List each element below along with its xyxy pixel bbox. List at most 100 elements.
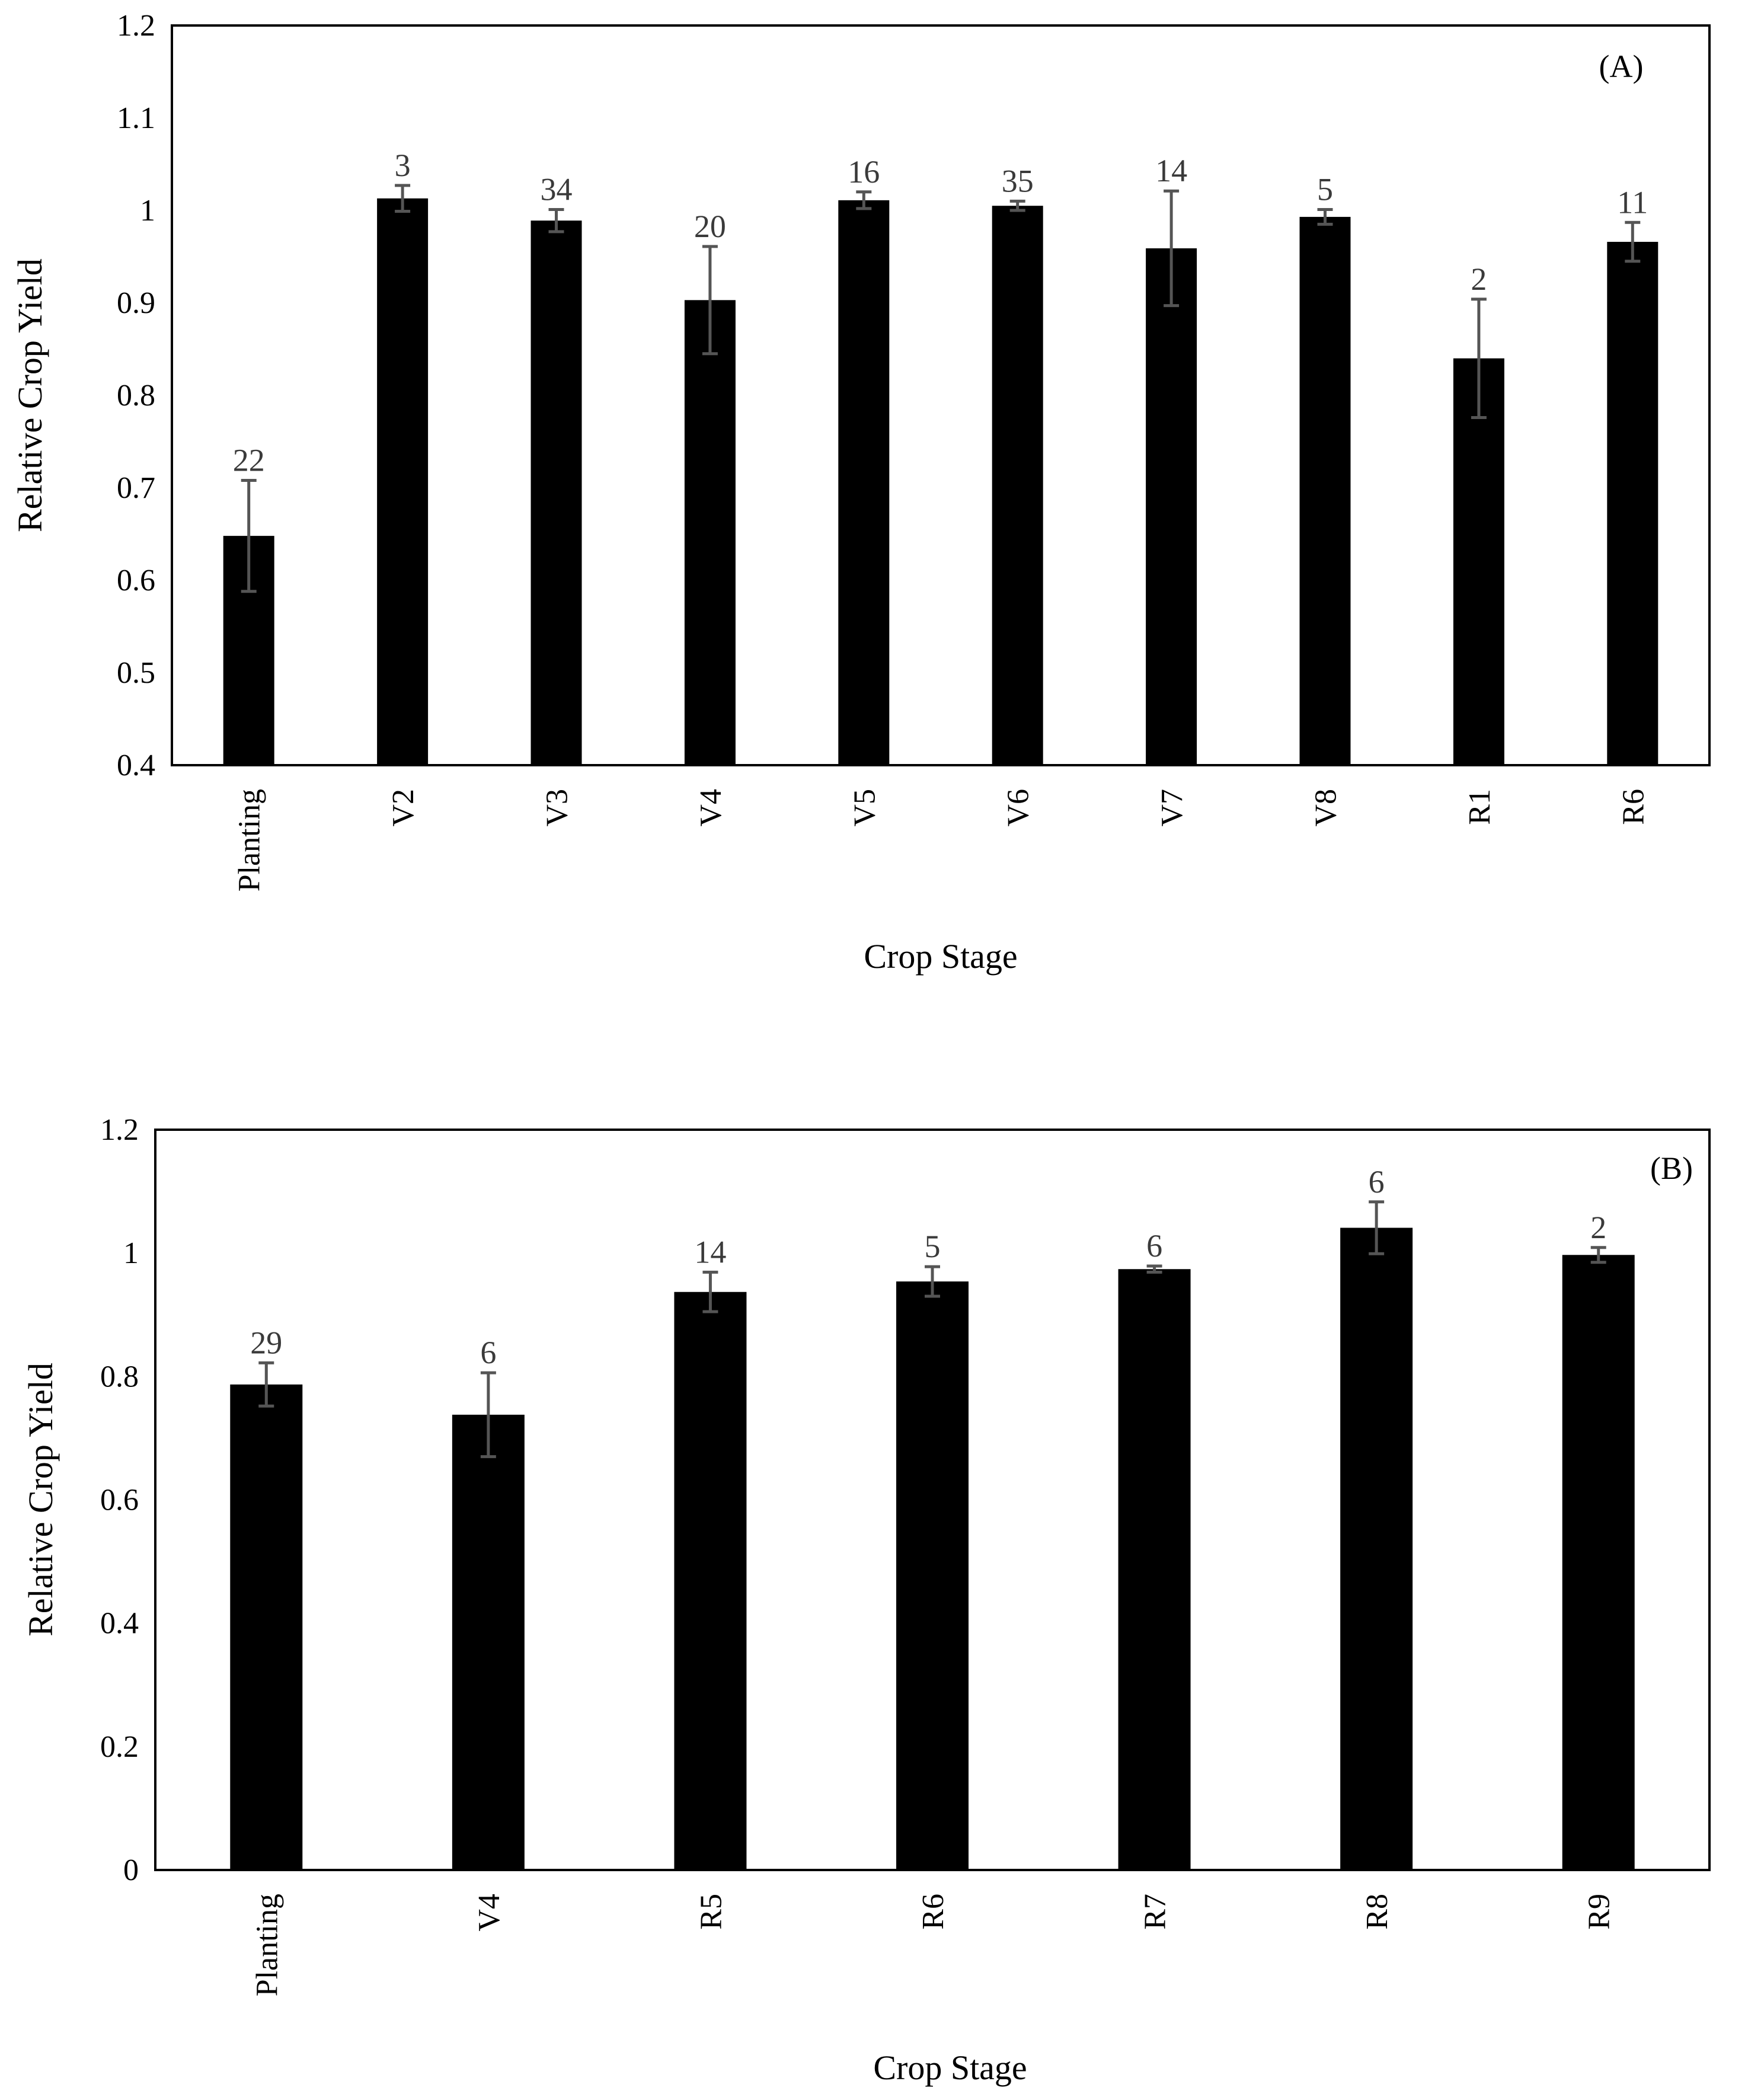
chart-b-bar-r8 — [1340, 1227, 1413, 1870]
chart-b-bars — [230, 1227, 1635, 1870]
chart-a-count-label-r6: 11 — [1617, 184, 1648, 220]
chart-a-error-bar-v3 — [548, 207, 564, 234]
chart-a-y-tick-label: 0.7 — [117, 471, 155, 505]
chart-b: 0 0.2 0.4 0.6 0.8 1 1.2 29 6 14 5 6 6 2 Planting V4 R5… — [21, 1113, 1711, 2087]
chart-b-x-tick-label-r8: R8 — [1360, 1894, 1394, 1930]
chart-a-y-tick-label: 1 — [140, 194, 155, 228]
chart-b-error-bar-r7 — [1146, 1264, 1162, 1274]
chart-a-x-tick-label-v6: V6 — [1002, 789, 1036, 827]
chart-a-y-axis-title: Relative Crop Yield — [11, 258, 49, 532]
chart-a-bar-r1 — [1453, 358, 1504, 765]
chart-a-error-bar-v2 — [395, 184, 411, 213]
chart-a-bar-v2 — [377, 198, 429, 766]
chart-a-count-label-v5: 16 — [848, 154, 880, 190]
chart-a-bar-r6 — [1607, 242, 1658, 765]
chart-b-count-label-r5: 14 — [694, 1234, 726, 1270]
chart-a-x-tick-label-v7: V7 — [1155, 789, 1189, 827]
chart-b-bar-r6 — [896, 1281, 969, 1870]
chart-a-x-tick-label-v5: V5 — [848, 789, 881, 827]
chart-b-bar-r9 — [1562, 1255, 1635, 1870]
chart-a-y-tick-label: 0.9 — [117, 286, 155, 320]
chart-a-y-tick-label: 0.8 — [117, 379, 155, 413]
chart-b-count-label-v4: 6 — [480, 1335, 496, 1370]
chart-b-x-tick-label-planting: Planting — [250, 1894, 284, 1996]
chart-b-y-tick-labels: 0 0.2 0.4 0.6 0.8 1 1.2 — [100, 1113, 139, 1887]
chart-b-error-bar-v4 — [480, 1371, 496, 1459]
chart-a: 0.4 0.5 0.6 0.7 0.8 0.9 1 1.1 1.2 22 3 34 20 16 35 14 5… — [11, 9, 1711, 976]
chart-a-bars — [223, 198, 1658, 766]
chart-b-x-tick-label-r7: R7 — [1139, 1894, 1172, 1930]
chart-a-error-bar-r6 — [1625, 220, 1641, 263]
chart-a-x-tick-label-v4: V4 — [694, 789, 728, 827]
chart-a-x-axis-title: Crop Stage — [864, 937, 1017, 976]
chart-a-error-bar-r1 — [1471, 298, 1487, 419]
chart-a-x-tick-labels: Planting V2 V3 V4 V5 V6 V7 V8 R1 R6 — [233, 789, 1651, 891]
chart-a-error-bar-v7 — [1164, 189, 1180, 308]
chart-a-count-label-v4: 20 — [694, 209, 726, 244]
chart-a-bar-v7 — [1146, 248, 1197, 766]
chart-a-count-label-v8: 5 — [1317, 171, 1333, 207]
chart-a-count-label-r1: 2 — [1471, 261, 1487, 297]
chart-a-error-bars — [241, 184, 1641, 593]
chart-b-y-tick-label: 0.4 — [100, 1607, 139, 1641]
chart-b-count-label-r9: 2 — [1590, 1210, 1606, 1245]
chart-a-x-tick-label-v8: V8 — [1309, 789, 1343, 827]
chart-b-count-labels: 29 6 14 5 6 6 2 — [250, 1164, 1606, 1370]
chart-b-error-bar-r9 — [1590, 1246, 1606, 1264]
chart-a-x-tick-label-v2: V2 — [386, 789, 420, 827]
chart-a-count-label-v3: 34 — [541, 171, 573, 207]
chart-a-count-label-planting: 22 — [233, 443, 265, 478]
chart-b-count-label-r8: 6 — [1369, 1164, 1385, 1200]
chart-b-y-axis-title: Relative Crop Yield — [21, 1363, 60, 1636]
chart-a-error-bar-v5 — [856, 190, 872, 210]
chart-b-error-bar-planting — [258, 1361, 274, 1408]
chart-a-error-bar-planting — [241, 479, 257, 593]
chart-b-y-tick-label: 0 — [123, 1853, 139, 1887]
chart-b-bar-planting — [230, 1384, 303, 1870]
chart-b-x-tick-label-r6: R6 — [916, 1894, 950, 1930]
chart-b-y-tick-label: 1.2 — [100, 1113, 139, 1147]
chart-a-error-bar-v4 — [702, 245, 718, 356]
chart-b-x-tick-label-v4: V4 — [472, 1894, 506, 1932]
chart-a-plot-frame — [171, 24, 1711, 766]
chart-a-count-label-v6: 35 — [1002, 163, 1034, 199]
chart-b-y-tick-label: 0.2 — [100, 1730, 139, 1764]
chart-a-panel-label: (A) — [1599, 49, 1644, 84]
chart-a-bar-v6 — [992, 206, 1043, 765]
chart-b-bar-r5 — [674, 1292, 747, 1870]
chart-a-x-tick-label-r6: R6 — [1616, 789, 1650, 825]
chart-b-error-bars — [258, 1200, 1606, 1459]
chart-b-bar-v4 — [452, 1414, 525, 1870]
chart-b-x-tick-label-r5: R5 — [694, 1894, 728, 1930]
chart-a-y-tick-label: 0.4 — [117, 749, 155, 782]
chart-b-x-tick-label-r9: R9 — [1583, 1894, 1616, 1930]
chart-a-error-bar-v8 — [1317, 207, 1333, 226]
chart-a-x-tick-label-v3: V3 — [541, 789, 574, 827]
chart-a-y-tick-label: 0.5 — [117, 656, 155, 690]
chart-a-y-tick-label: 1.1 — [117, 101, 155, 135]
chart-a-y-tick-label: 1.2 — [117, 9, 155, 43]
chart-a-error-bar-v6 — [1009, 199, 1025, 212]
chart-a-count-label-v2: 3 — [395, 148, 411, 183]
chart-b-error-bar-r8 — [1369, 1200, 1385, 1255]
chart-a-bar-v8 — [1299, 216, 1351, 765]
chart-a-bar-v5 — [838, 200, 890, 766]
chart-b-error-bar-r5 — [702, 1270, 718, 1313]
chart-a-bar-v3 — [531, 220, 582, 765]
chart-b-x-axis-title: Crop Stage — [873, 2048, 1027, 2087]
chart-a-y-tick-labels: 0.4 0.5 0.6 0.7 0.8 0.9 1 1.1 1.2 — [117, 9, 155, 782]
chart-b-error-bar-r6 — [925, 1265, 940, 1298]
chart-a-count-labels: 22 3 34 20 16 35 14 5 2 11 — [233, 148, 1648, 478]
chart-a-y-tick-label: 0.6 — [117, 564, 155, 597]
chart-a-count-label-v7: 14 — [1155, 153, 1187, 188]
chart-b-x-tick-labels: Planting V4 R5 R6 R7 R8 R9 — [250, 1894, 1616, 1996]
chart-b-y-tick-label: 1 — [123, 1236, 139, 1270]
chart-a-x-tick-label-r1: R1 — [1463, 789, 1497, 825]
chart-b-panel-label: (B) — [1650, 1150, 1693, 1186]
chart-b-y-tick-label: 0.8 — [100, 1360, 139, 1393]
chart-b-count-label-r6: 5 — [925, 1229, 941, 1264]
chart-a-x-tick-label-planting: Planting — [233, 789, 267, 891]
chart-b-count-label-planting: 29 — [250, 1325, 282, 1360]
chart-b-y-tick-label: 0.6 — [100, 1484, 139, 1517]
